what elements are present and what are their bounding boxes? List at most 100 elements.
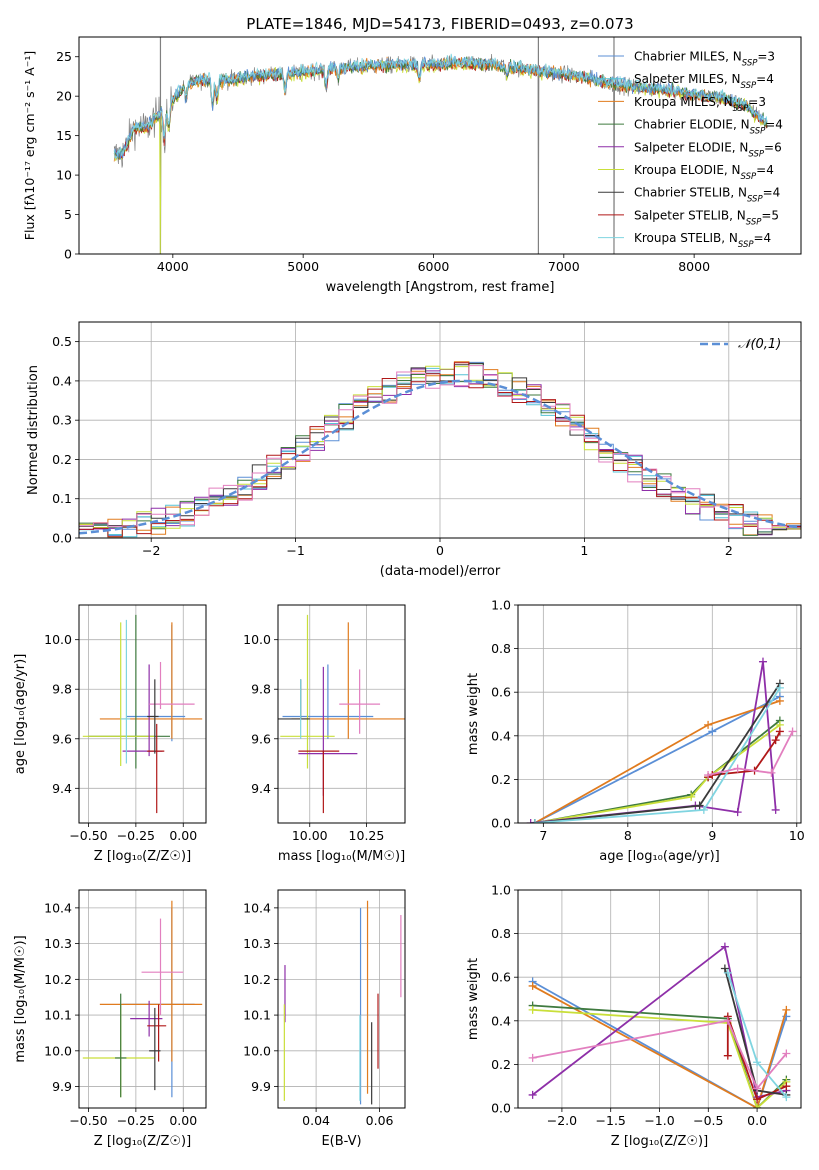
- x-tick-label: −1.5: [596, 1113, 626, 1128]
- x-axis-label: Z [log₁₀(Z/Z☉)]: [94, 1134, 191, 1149]
- weight-marker: [782, 1005, 791, 1014]
- y-tick-label: 9.9: [251, 1079, 271, 1094]
- panel-mass_vs_ebv: 0.04 0.06 9.9 10.0 10.1 10.2 10.3 10.4 E(B-V): [243, 889, 406, 1149]
- y-tick-label: 10.4: [44, 900, 72, 915]
- y-tick-label: 10.0: [243, 1043, 271, 1058]
- weight-line-kroupa_miles: [532, 985, 788, 1108]
- weight-marker: [687, 792, 696, 801]
- y-axis-label: Flux [fλ10⁻¹⁷ erg cm⁻² s⁻¹ A⁻¹]: [22, 51, 37, 240]
- weight-marker: [723, 968, 732, 977]
- weight-marker: [782, 1049, 791, 1058]
- axes-frame: [517, 604, 802, 824]
- x-tick-label: 0.00: [169, 1113, 197, 1128]
- y-axis-label: mass [log₁₀(M/M☉)]: [13, 935, 28, 1062]
- y-axis-label: mass weight: [466, 958, 481, 1040]
- y-tick-label: 10.3: [243, 936, 271, 951]
- errorbar-point-chabrier_miles: [122, 907, 195, 1098]
- y-tick-label: 0.6: [491, 970, 511, 985]
- x-tick-label: 0.0: [747, 1113, 767, 1128]
- legend-label: Kroupa MILES, NSSP=3: [634, 95, 766, 114]
- x-tick-label: −2: [142, 543, 160, 558]
- y-axis-label: Normed distribution: [26, 365, 41, 495]
- weight-marker: [723, 1051, 732, 1060]
- y-tick-label: 0.0: [491, 816, 511, 831]
- x-tick-label: 4000: [157, 259, 189, 274]
- y-tick-label: 0.8: [491, 926, 511, 941]
- spectrum-model-chabrier_miles: [113, 56, 768, 160]
- errorbar-point-chabrier_miles: [282, 664, 374, 739]
- y-axis-label: mass weight: [466, 673, 481, 755]
- legend-label: Kroupa ELODIE, NSSP=4: [634, 163, 774, 182]
- errorbar-point-chabrier_stelib: [147, 679, 159, 754]
- weight-line-chabrier_miles: [534, 695, 781, 823]
- y-tick-label: 1.0: [491, 598, 511, 613]
- panels: 4000 5000 6000 7000 80000510152025wavelength…: [13, 36, 805, 1149]
- weight-line-chabrier_miles: [532, 980, 788, 1108]
- plot-area: [82, 614, 203, 814]
- weight-marker: [788, 727, 797, 736]
- x-tick-label: 9: [708, 828, 716, 843]
- weight-line-salpeter_elodie: [532, 945, 787, 1099]
- errorbar-point-kroupa_stelib: [120, 619, 131, 764]
- weight-line-salpeter_elodie: [530, 661, 777, 823]
- x-tick-label: 0.00: [169, 828, 197, 843]
- x-axis-label: (data-model)/error: [380, 564, 501, 579]
- x-tick-label: −2.0: [547, 1113, 577, 1128]
- x-tick-label: −0.5: [693, 1113, 723, 1128]
- x-tick-label: 10.25: [349, 828, 385, 843]
- x-tick-label: 7: [539, 828, 547, 843]
- x-axis-label: Z [log₁₀(Z/Z☉)]: [611, 1134, 708, 1149]
- x-tick-label: 6000: [418, 259, 450, 274]
- x-axis-label: Z [log₁₀(Z/Z☉)]: [94, 849, 191, 864]
- panel-mass_weight_vs_age: 7 8 9 10 0.0 0.2 0.4 0.6 0.8 1.0 age [log₁₀(age/yr…: [466, 598, 805, 865]
- x-tick-label: −1: [286, 543, 304, 558]
- axes-frame: [78, 36, 802, 255]
- normal-reference-curve: [79, 379, 801, 535]
- y-tick-label: 10.0: [44, 632, 72, 647]
- legend-label: Salpeter ELODIE, NSSP=6: [634, 140, 782, 159]
- y-tick-label: 10.3: [44, 936, 72, 951]
- errorbar-point-salpeter_stelib: [147, 723, 165, 814]
- panel-residuals: −2 −1 0 1 2 0.0 0.1 0.2 0.3 0.4 0.5 (data-model)/er…: [26, 321, 802, 579]
- errorbar-point-chabrier_elodie: [88, 614, 170, 769]
- errorbar-point-salpeter_elodie: [130, 1000, 163, 1037]
- weight-marker: [528, 1053, 537, 1062]
- errorbar-point-kroupa_elodie: [280, 614, 335, 769]
- y-tick-label: 0.2: [52, 452, 72, 467]
- weight-marker: [775, 727, 784, 736]
- y-tick-label: 9.4: [251, 781, 271, 796]
- x-tick-label: 5000: [287, 259, 319, 274]
- weight-marker: [753, 1058, 762, 1067]
- weight-marker: [695, 801, 704, 810]
- errorbar-point-pink: [141, 918, 184, 1016]
- x-tick-label: 2: [725, 543, 733, 558]
- normal-legend-label: 𝒩(0,1): [738, 337, 781, 352]
- y-tick-label: 10: [56, 168, 72, 183]
- weight-marker: [733, 808, 742, 817]
- weight-marker: [704, 771, 713, 780]
- y-tick-label: 10.0: [243, 632, 271, 647]
- weight-marker: [528, 1090, 537, 1099]
- y-tick-label: 0.1: [52, 491, 72, 506]
- weight-marker: [771, 736, 780, 745]
- y-tick-label: 9.8: [52, 682, 72, 697]
- y-tick-label: 10.2: [243, 972, 271, 987]
- weight-marker: [530, 819, 539, 823]
- plot-area: [283, 900, 402, 1105]
- errorbar-point-chabrier_elodie: [115, 993, 127, 1098]
- x-tick-label: −0.50: [69, 1113, 107, 1128]
- plot-area: [82, 900, 203, 1098]
- weight-marker: [775, 696, 784, 705]
- weight-marker: [771, 805, 780, 814]
- x-tick-label: 0.04: [302, 1113, 330, 1128]
- x-tick-label: 10.00: [292, 828, 328, 843]
- weight-marker: [782, 1093, 791, 1102]
- errorbar-point-chabrier_stelib: [278, 679, 310, 720]
- errorbar-point-chabrier_miles: [126, 624, 186, 742]
- y-tick-label: 0.6: [491, 685, 511, 700]
- weight-marker: [526, 819, 535, 823]
- residual-hist-salpeter_elodie: [79, 368, 801, 538]
- x-axis-label: wavelength [Angstrom, rest frame]: [326, 280, 555, 295]
- weight-marker: [708, 727, 717, 736]
